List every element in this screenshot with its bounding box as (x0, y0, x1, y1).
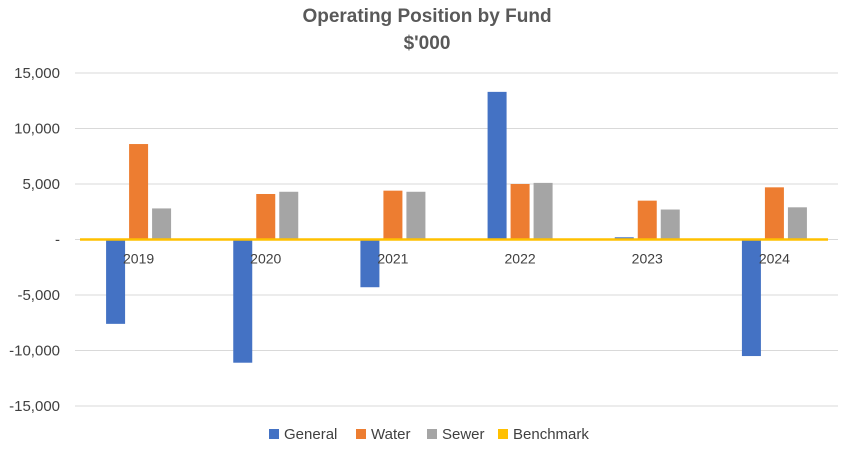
x-category-label: 2019 (123, 251, 154, 267)
y-tick-label: - (55, 232, 60, 249)
y-tick-label: 10,000 (14, 121, 60, 138)
x-category-label: 2024 (759, 251, 790, 267)
legend-label-water: Water (371, 426, 410, 443)
legend-swatch-water (356, 429, 366, 439)
bar-water-2021 (383, 190, 403, 240)
bar-water-2024 (764, 187, 784, 240)
chart-title: Operating Position by Fund (302, 6, 551, 27)
bar-general-2022 (487, 91, 507, 240)
bar-sewer-2024 (787, 207, 807, 240)
bar-sewer-2020 (279, 191, 299, 240)
y-axis-ticks: 15,000 10,000 5,000 - -5,000 -10,000 -15,000 (9, 65, 60, 415)
bar-sewer-2021 (406, 191, 426, 240)
bar-water-2023 (637, 200, 657, 240)
bars (106, 91, 807, 363)
legend-swatch-benchmark (498, 429, 508, 439)
y-tick-label: -15,000 (9, 398, 60, 415)
bar-general-2019 (106, 239, 126, 324)
y-tick-label: 5,000 (22, 176, 60, 193)
x-category-label: 2023 (632, 251, 663, 267)
bar-sewer-2022 (533, 182, 553, 240)
y-tick-label: -5,000 (17, 287, 60, 304)
legend-label-benchmark: Benchmark (513, 426, 589, 443)
legend-swatch-general (269, 429, 279, 439)
bar-general-2020 (233, 239, 253, 363)
x-category-label: 2021 (377, 251, 408, 267)
legend-label-sewer: Sewer (442, 426, 485, 443)
bar-sewer-2023 (660, 209, 680, 240)
bar-general-2024 (741, 239, 761, 357)
legend-swatch-sewer (427, 429, 437, 439)
y-tick-label: 15,000 (14, 65, 60, 82)
bar-water-2020 (256, 193, 276, 240)
bar-water-2019 (129, 144, 149, 240)
chart-subtitle: $'000 (404, 33, 451, 54)
category-labels: 2019 2020 2021 2022 2023 2024 (123, 251, 790, 267)
bar-sewer-2019 (152, 208, 172, 240)
x-category-label: 2022 (505, 251, 536, 267)
legend: General Water Sewer Benchmark (269, 426, 589, 443)
y-tick-label: -10,000 (9, 343, 60, 360)
bar-water-2022 (510, 184, 530, 240)
x-category-label: 2020 (250, 251, 281, 267)
legend-label-general: General (284, 426, 337, 443)
bar-general-2021 (360, 239, 380, 288)
